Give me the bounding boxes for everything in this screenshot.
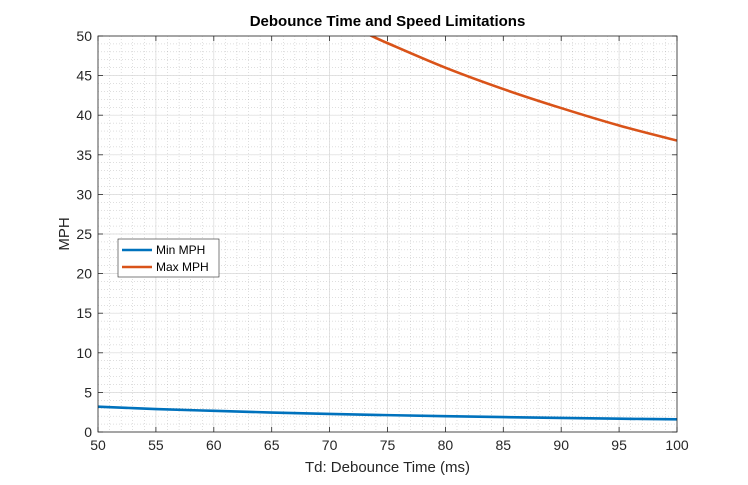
y-axis-label: MPH — [56, 217, 73, 250]
y-tick-label: 20 — [76, 266, 92, 282]
y-tick-label: 35 — [76, 147, 92, 163]
y-tick-label: 0 — [84, 424, 92, 440]
y-tick-label: 25 — [76, 226, 92, 242]
x-axis-label: Td: Debounce Time (ms) — [305, 459, 470, 476]
x-tick-label: 95 — [611, 437, 627, 453]
x-tick-label: 60 — [206, 437, 222, 453]
x-tick-label: 75 — [380, 437, 396, 453]
y-tick-label: 10 — [76, 345, 92, 361]
legend-label-max-mph: Max MPH — [156, 260, 209, 274]
legend: Min MPH Max MPH — [117, 238, 220, 278]
x-tick-labels: 50 55 60 65 70 75 80 85 90 95 100 — [90, 437, 689, 453]
y-tick-label: 5 — [84, 384, 92, 400]
y-tick-label: 15 — [76, 305, 92, 321]
chart-title: Debounce Time and Speed Limitations — [250, 13, 526, 30]
x-tick-label: 50 — [90, 437, 106, 453]
legend-label-min-mph: Min MPH — [156, 243, 205, 257]
x-tick-label: 55 — [148, 437, 164, 453]
legend-box — [117, 238, 220, 278]
x-tick-label: 90 — [553, 437, 569, 453]
series-line-min-mph — [98, 405, 677, 421]
ticks — [97, 35, 678, 433]
x-tick-label: 80 — [438, 437, 454, 453]
y-tick-label: 45 — [76, 68, 92, 84]
y-tick-label: 40 — [76, 107, 92, 123]
y-tick-labels: 0 5 10 15 20 25 30 35 40 45 50 — [76, 28, 92, 440]
x-tick-label: 85 — [496, 437, 512, 453]
series-group — [98, 36, 677, 421]
y-tick-label: 50 — [76, 28, 92, 44]
series-line-max-mph — [369, 36, 677, 142]
x-tick-label: 65 — [264, 437, 280, 453]
y-tick-label: 30 — [76, 186, 92, 202]
major-grid — [97, 35, 678, 433]
x-tick-label: 100 — [665, 437, 689, 453]
x-tick-label: 70 — [322, 437, 338, 453]
